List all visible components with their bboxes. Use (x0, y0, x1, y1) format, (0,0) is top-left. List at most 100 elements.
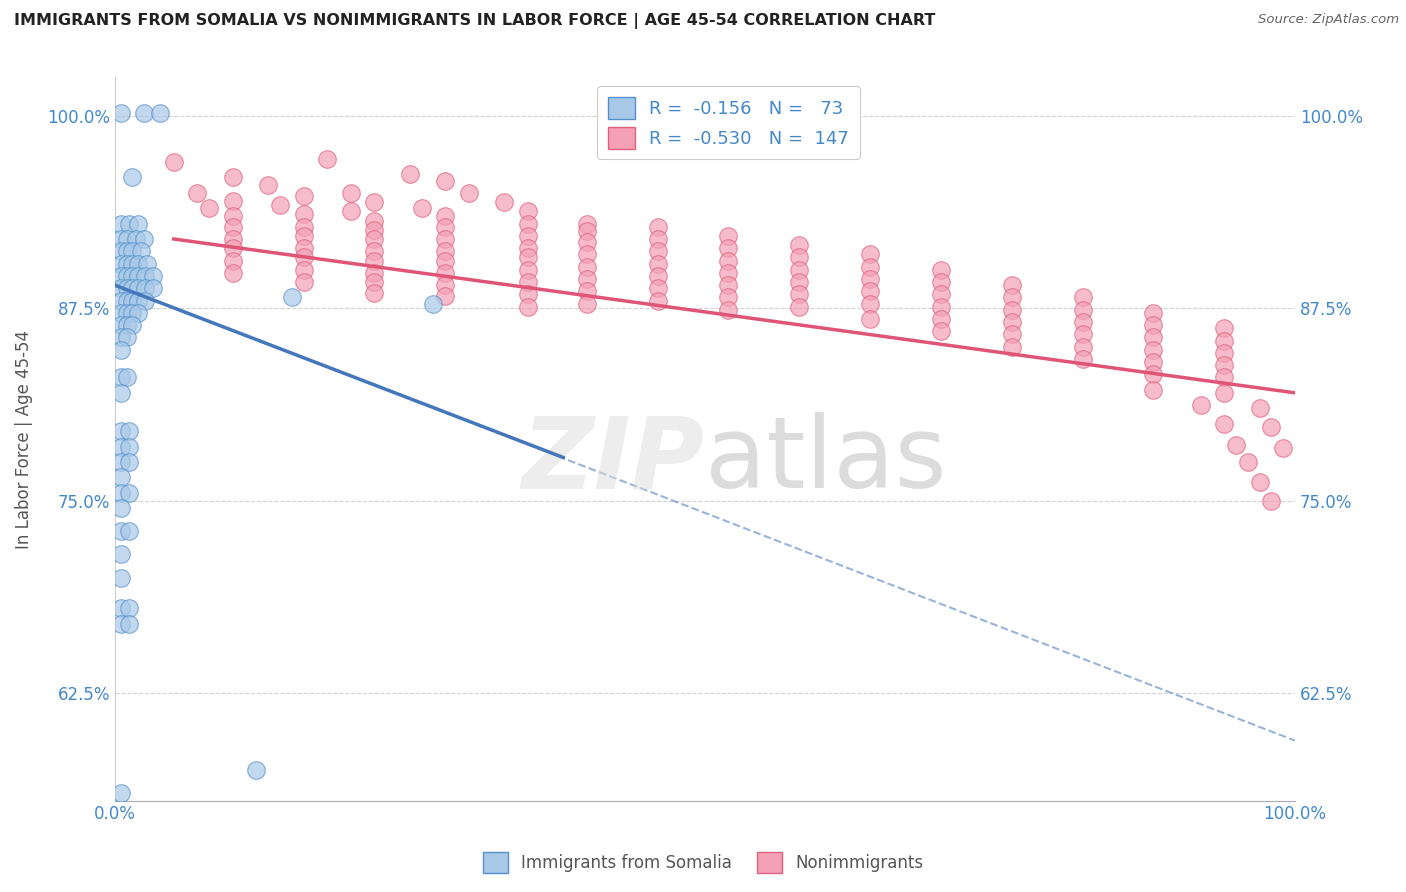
Point (1071, 315, 1094, 329)
Point (787, 275, 810, 289)
Point (859, 247, 882, 261)
Point (1142, 330, 1164, 344)
Point (110, 257, 132, 271)
Point (110, 455, 132, 469)
Point (787, 300, 810, 314)
Point (787, 251, 810, 265)
Point (434, 244, 457, 259)
Point (222, 219, 245, 234)
Point (110, 268, 132, 283)
Y-axis label: In Labor Force | Age 45-54: In Labor Force | Age 45-54 (15, 329, 32, 549)
Point (149, 105, 172, 120)
Point (575, 247, 598, 261)
Point (110, 370, 132, 384)
Point (1272, 442, 1295, 456)
Point (115, 268, 138, 283)
Point (647, 244, 669, 259)
Point (118, 616, 141, 631)
Point (163, 155, 186, 169)
Point (1071, 340, 1094, 354)
Point (257, 178, 280, 193)
Point (110, 548, 132, 562)
Point (434, 232, 457, 246)
Point (647, 257, 669, 271)
Point (859, 285, 882, 299)
Point (134, 268, 156, 283)
Point (121, 244, 143, 259)
Point (110, 306, 132, 320)
Point (434, 289, 457, 303)
Point (1142, 355, 1164, 369)
Point (222, 170, 245, 185)
Point (575, 260, 598, 274)
Point (135, 257, 157, 271)
Point (1213, 358, 1236, 372)
Point (363, 285, 385, 300)
Point (110, 330, 132, 344)
Point (125, 232, 148, 246)
Point (292, 262, 315, 277)
Point (121, 293, 143, 308)
Point (281, 290, 304, 304)
Point (575, 285, 598, 299)
Point (110, 616, 132, 631)
Point (787, 262, 810, 277)
Point (363, 244, 385, 259)
Point (363, 195, 385, 210)
Point (411, 201, 433, 215)
Legend: Immigrants from Somalia, Nonimmigrants: Immigrants from Somalia, Nonimmigrants (477, 846, 929, 880)
Point (717, 302, 740, 317)
Point (929, 324, 952, 338)
Point (129, 244, 152, 259)
Point (1071, 351, 1094, 366)
Point (292, 275, 315, 289)
Point (363, 275, 385, 289)
Point (110, 232, 132, 246)
Point (110, 281, 132, 295)
Point (647, 232, 669, 246)
Point (575, 217, 598, 231)
Point (647, 293, 669, 308)
Point (1001, 340, 1024, 354)
Point (1249, 401, 1271, 416)
Point (516, 204, 538, 219)
Point (787, 287, 810, 301)
Point (110, 293, 132, 308)
Point (110, 570, 132, 584)
Point (134, 105, 156, 120)
Point (340, 204, 363, 219)
Point (717, 228, 740, 243)
Point (717, 278, 740, 293)
Point (115, 293, 138, 308)
Point (118, 601, 141, 615)
Point (516, 241, 538, 255)
Point (457, 186, 479, 200)
Point (363, 213, 385, 227)
Point (516, 228, 538, 243)
Point (110, 343, 132, 357)
Point (1260, 493, 1282, 508)
Point (1071, 290, 1094, 304)
Point (929, 300, 952, 314)
Point (121, 318, 143, 333)
Point (110, 501, 132, 516)
Point (121, 257, 143, 271)
Point (717, 241, 740, 255)
Point (1213, 321, 1236, 335)
Point (422, 296, 444, 310)
Point (269, 198, 291, 212)
Point (316, 152, 339, 166)
Point (1142, 383, 1164, 397)
Point (1071, 327, 1094, 342)
Point (115, 330, 138, 344)
Point (575, 296, 598, 310)
Point (127, 293, 149, 308)
Point (363, 232, 385, 246)
Point (115, 232, 138, 246)
Point (292, 189, 315, 203)
Point (121, 268, 143, 283)
Point (1213, 385, 1236, 400)
Point (1236, 455, 1258, 469)
Point (115, 370, 138, 384)
Point (434, 253, 457, 268)
